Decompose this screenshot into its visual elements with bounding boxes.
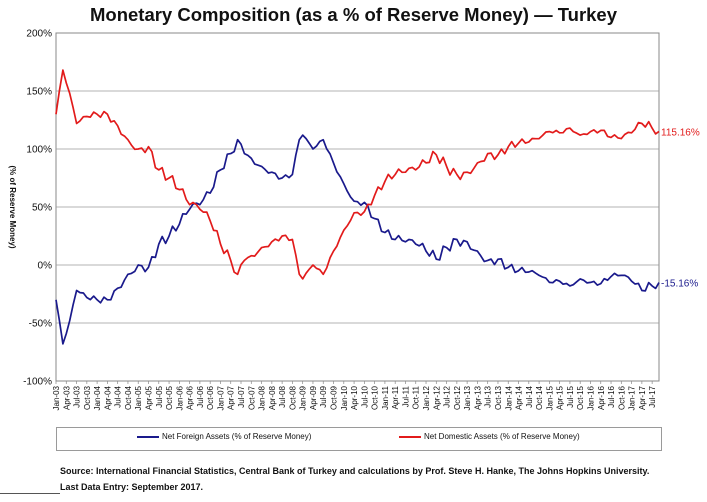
x-tick-label: Jul-03 [73,385,82,407]
x-tick-label: Oct-10 [371,385,380,410]
x-tick-label: Oct-12 [453,385,462,410]
x-tick-label: Apr-17 [638,385,647,410]
x-tick-label: Jan-13 [463,385,472,410]
x-tick-label: Oct-14 [535,385,544,410]
chart-title: Monetary Composition (as a % of Reserve … [89,4,618,25]
x-tick-label: Jan-06 [175,385,184,410]
y-axis-label: (% of Reserve Money) [8,165,17,248]
x-tick-label: Apr-09 [309,385,318,410]
y-tick-label: 100% [26,145,52,156]
legend-swatch-foreign [137,435,159,438]
x-tick-label: Jan-05 [134,385,143,410]
chart-plot: -100% -50% 0% 50% 100% 150% 200% (% of Reserve … [8,29,700,411]
x-tick-label: Apr-05 [145,385,154,410]
x-tick-label: Jan-15 [545,385,554,410]
x-tick-label: Apr-04 [103,385,112,410]
x-tick-label: Jul-16 [607,385,616,407]
x-tick-label: Jul-04 [114,385,123,407]
x-tick-label: Jul-15 [566,385,575,407]
x-tick-label: Apr-07 [227,385,236,410]
x-tick-label: Jul-06 [196,385,205,407]
footnote-rule [0,493,60,494]
x-tick-label: Jul-13 [484,385,493,407]
x-tick-label: Jul-05 [155,385,164,407]
x-tick-label: Oct-09 [330,385,339,410]
legend-label-domestic: Net Domestic Assets (% of Reserve Money) [424,432,580,441]
x-tick-label: Oct-05 [165,385,174,410]
x-tick-label: Apr-10 [350,385,359,410]
legend-swatch-domestic [399,435,421,438]
x-tick-label: Apr-03 [62,385,71,410]
x-tick-label: Oct-16 [617,385,626,410]
x-tick-label: Oct-08 [288,385,297,410]
x-tick-label: Jul-12 [443,385,452,407]
x-tick-label: Jul-14 [525,385,534,407]
x-tick-label: Jan-04 [93,385,102,410]
x-tick-label: Oct-06 [206,385,215,410]
end-label-net-foreign-assets: -15.16% [661,279,698,290]
x-tick-label: Apr-06 [186,385,195,410]
x-tick-label: Jul-17 [648,385,657,407]
series-line-net-foreign-assets [55,134,660,345]
x-tick-label: Jul-11 [401,385,410,407]
x-tick-label: Jul-09 [319,385,328,407]
x-tick-label: Jan-03 [52,385,61,410]
x-tick-label: Apr-12 [432,385,441,410]
x-tick-label: Jan-08 [258,385,267,410]
x-tick-label: Oct-03 [83,385,92,410]
y-tick-label: 50% [32,203,52,214]
x-tick-label: Jan-16 [586,385,595,410]
legend-item-net-foreign-assets: Net Foreign Assets (% of Reserve Money) [137,432,311,441]
x-tick-label: Apr-08 [268,385,277,410]
x-tick-label: Oct-04 [124,385,133,410]
x-tick-label: Jan-14 [504,385,513,410]
x-tick-label: Jan-10 [340,385,349,410]
last-data-entry-note: Last Data Entry: September 2017. [60,482,204,492]
end-label-net-domestic-assets: 115.16% [661,127,700,138]
y-tick-label: 150% [26,87,52,98]
x-tick-label: Oct-07 [247,385,256,410]
x-tick-label: Apr-16 [597,385,606,410]
x-tick-label: Jan-17 [628,385,637,410]
x-tick-label: Jan-11 [381,385,390,409]
x-tick-label: Jan-07 [216,385,225,410]
x-tick-label: Jan-09 [299,385,308,410]
x-tick-label: Apr-13 [473,385,482,410]
y-tick-label: 200% [26,29,52,40]
x-tick-label: Oct-15 [576,385,585,410]
series-line-net-domestic-assets [55,69,660,280]
legend-label-foreign: Net Foreign Assets (% of Reserve Money) [162,432,312,441]
legend-item-net-domestic-assets: Net Domestic Assets (% of Reserve Money) [399,432,580,441]
x-tick-label: Oct-13 [494,385,503,410]
y-tick-label: 0% [38,261,53,272]
x-tick-label: Jul-10 [360,385,369,407]
y-tick-label: -100% [23,377,52,388]
x-tick-label: Jan-12 [422,385,431,410]
x-tick-label: Apr-14 [515,385,524,410]
x-tick-label: Oct-11 [412,385,421,409]
x-tick-label: Jul-07 [237,385,246,407]
y-tick-label: -50% [29,319,52,330]
source-note: Source: International Financial Statisti… [60,466,650,476]
x-tick-label: Apr-15 [556,385,565,410]
x-tick-label: Jul-08 [278,385,287,407]
legend: Net Foreign Assets (% of Reserve Money) … [56,427,662,451]
x-tick-label: Apr-11 [391,385,400,409]
